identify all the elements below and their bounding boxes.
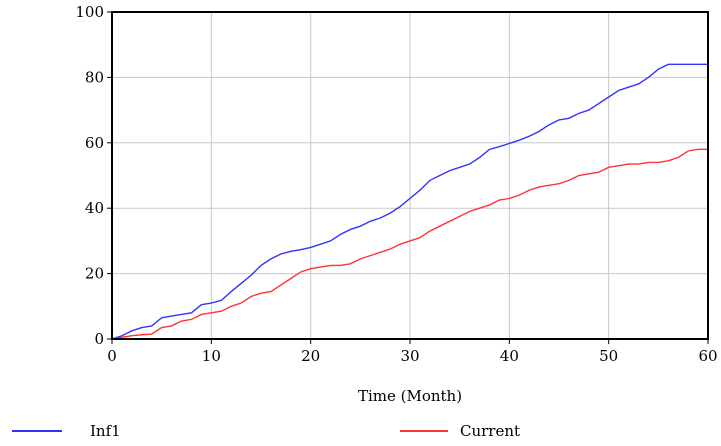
y-axis-ticks: 0 20 40 60 80 100 (75, 3, 112, 348)
y-tick-label: 20 (85, 265, 104, 283)
x-tick-label: 30 (400, 347, 419, 365)
y-tick-label: 0 (94, 330, 104, 348)
grid-lines (111, 11, 709, 340)
series-line-inf1 (111, 63, 708, 340)
x-tick-label: 50 (599, 347, 618, 365)
x-tick-label: 10 (202, 347, 221, 365)
legend: Inf1 Current (12, 422, 520, 440)
y-tick-label: 60 (85, 134, 104, 152)
y-tick-label: 40 (85, 199, 104, 217)
x-axis-ticks: 0 10 20 30 40 50 60 (107, 339, 718, 365)
x-tick-label: 60 (698, 347, 717, 365)
x-tick-label: 0 (107, 347, 117, 365)
legend-label-inf1: Inf1 (90, 422, 121, 440)
x-tick-label: 20 (301, 347, 320, 365)
x-tick-label: 40 (500, 347, 519, 365)
legend-label-current: Current (460, 422, 520, 440)
x-axis-title: Time (Month) (358, 387, 462, 405)
series-line-current (111, 148, 708, 340)
series-lines (111, 63, 708, 340)
y-tick-label: 80 (85, 68, 104, 86)
y-tick-label: 100 (75, 3, 104, 21)
